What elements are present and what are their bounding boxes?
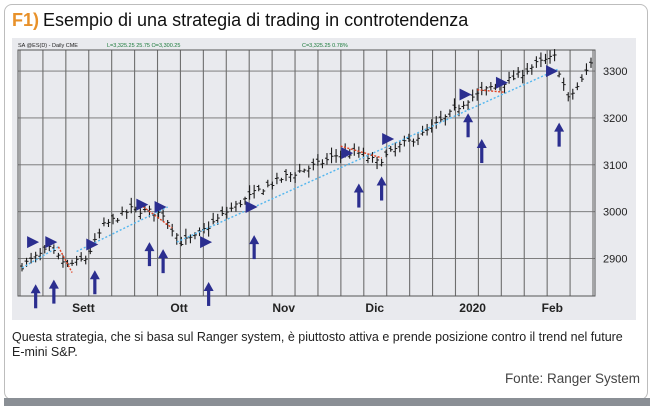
- x-tick-label: Sett: [72, 301, 95, 315]
- trend-line-red: [477, 89, 505, 93]
- signal-arrow-up: [89, 270, 100, 280]
- signal-arrow-up-shaft: [480, 147, 484, 164]
- signal-arrow-right: [27, 236, 40, 249]
- trend-line-dotted: [176, 68, 560, 243]
- x-tick-label: Feb: [542, 301, 563, 315]
- signal-arrow-up: [463, 113, 474, 123]
- figure-title-text: Esempio di una strategia di trading in c…: [43, 10, 469, 30]
- signal-arrow-up-shaft: [52, 287, 56, 304]
- signal-arrow-up: [203, 281, 214, 291]
- signal-arrow-up: [554, 122, 565, 132]
- y-tick-label: 3300: [603, 66, 627, 78]
- signal-arrow-up-shaft: [357, 191, 361, 208]
- signal-arrow-right: [546, 65, 559, 78]
- signal-arrow-right: [245, 200, 258, 213]
- figure-title: F1) Esempio di una strategia di trading i…: [12, 10, 468, 31]
- signal-arrow-right: [341, 147, 354, 160]
- signal-arrow-up: [376, 176, 387, 186]
- axis-layer: 2900 3000 3100 3200 3300 Sett Ott Nov Dic 2020 Feb: [72, 66, 627, 315]
- x-tick-label: Dic: [365, 301, 384, 315]
- y-tick-label: 3200: [603, 113, 627, 125]
- plot-border: [17, 49, 596, 297]
- chart-header-quote-left: L=3,325.25 25.75 O=3,300.25: [107, 43, 180, 49]
- signal-arrow-up-shaft: [557, 130, 561, 147]
- signal-arrow-up-shaft: [34, 292, 38, 309]
- signal-arrow-up-shaft: [252, 243, 256, 260]
- price-bars-layer: [20, 49, 593, 272]
- trend-line-red: [57, 246, 73, 273]
- figure-source: Fonte: Ranger System: [504, 371, 640, 386]
- signal-arrow-up-shaft: [466, 121, 470, 138]
- signal-arrow-up: [476, 139, 487, 149]
- signal-arrow-up-shaft: [147, 250, 152, 267]
- signal-arrow-right: [136, 198, 149, 211]
- x-tick-label: Ott: [170, 301, 187, 315]
- signal-arrow-right: [459, 88, 472, 101]
- signal-arrows-layer: [27, 65, 565, 309]
- signal-arrow-up-shaft: [161, 257, 165, 274]
- signal-arrow-up: [48, 279, 59, 289]
- y-tick-label: 2900: [603, 254, 627, 266]
- trend-line-red: [139, 204, 173, 229]
- signal-arrow-up: [30, 284, 41, 294]
- figure-label: F1): [12, 10, 39, 30]
- x-tick-label: 2020: [459, 301, 486, 315]
- chart-header-symbol: SA @ES(D) - Daily CME: [18, 43, 78, 49]
- signal-arrow-right: [86, 238, 99, 251]
- chart-header-quote-right: C=3,325.25 0.78%: [302, 43, 348, 49]
- x-tick-label: Nov: [272, 301, 295, 315]
- signal-arrow-up: [158, 249, 169, 259]
- trend-line-red: [340, 145, 382, 159]
- y-tick-label: 3100: [603, 160, 627, 172]
- signal-arrow-right: [382, 133, 395, 146]
- grid-layer: [17, 49, 596, 297]
- signal-arrow-right: [495, 76, 508, 89]
- signal-arrow-right: [200, 236, 213, 249]
- signal-arrow-right: [45, 236, 58, 249]
- bottom-bar: [4, 398, 650, 406]
- signal-arrow-up-shaft: [207, 289, 211, 306]
- signal-arrow-up-shaft: [93, 278, 97, 295]
- signal-arrow-right: [154, 200, 167, 213]
- signal-arrow-up: [144, 242, 155, 252]
- chart-area: 2900 3000 3100 3200 3300 Sett Ott Nov Dic 2020 Feb…: [12, 38, 636, 320]
- figure-caption: Questa strategia, che si basa sul Ranger…: [12, 330, 623, 359]
- signal-arrow-up: [249, 235, 260, 245]
- y-tick-label: 3000: [603, 207, 627, 219]
- ohlc-chart: 2900 3000 3100 3200 3300 Sett Ott Nov Dic 2020 Feb…: [17, 43, 627, 315]
- trend-line-dotted: [21, 246, 59, 269]
- signal-arrow-up: [353, 183, 364, 193]
- signal-arrow-up-shaft: [380, 184, 384, 201]
